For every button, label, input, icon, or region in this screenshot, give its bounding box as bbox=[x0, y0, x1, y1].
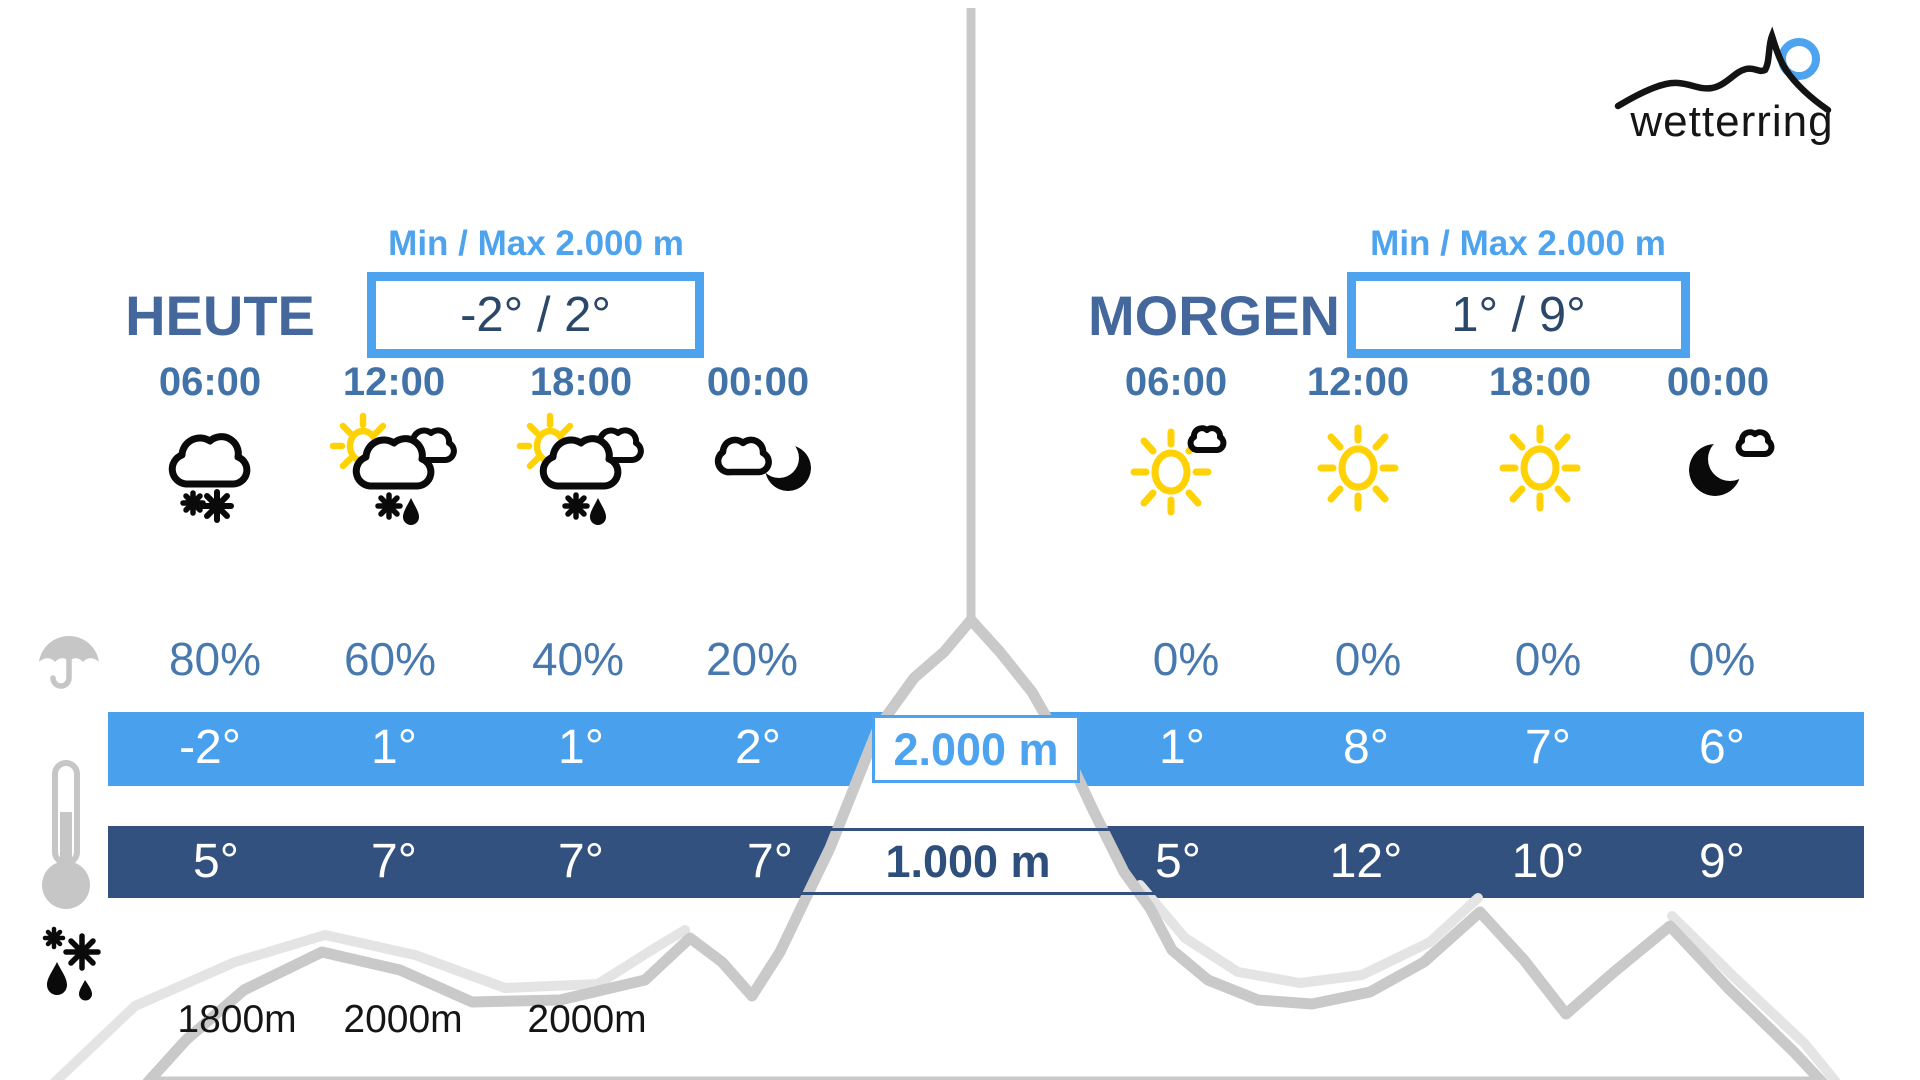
morgen-temp2000-0600: 1° bbox=[1159, 721, 1205, 774]
moon-shape bbox=[765, 445, 811, 491]
heute-precip-0600: 80% bbox=[168, 633, 262, 685]
thermometer-icon bbox=[42, 760, 90, 909]
morgen-time-1200: 12:00 bbox=[1306, 360, 1410, 404]
moon-small-cloud-icon bbox=[1689, 429, 1775, 496]
heute-minmax-value: -2° / 2° bbox=[460, 288, 611, 342]
morgen-temp2000-1800: 7° bbox=[1525, 721, 1571, 774]
heute-temp2000-1200: 1° bbox=[371, 721, 417, 774]
altitude-label-2000m: 2.000 m bbox=[872, 715, 1080, 783]
sun-shape bbox=[1317, 424, 1399, 512]
sun-cloud-sleet-icon bbox=[516, 412, 644, 525]
morgen-time-0600: 06:00 bbox=[1124, 360, 1228, 404]
day-title-morgen: MORGEN bbox=[1088, 284, 1340, 347]
snowflake-large bbox=[200, 489, 234, 523]
heute-temp1000-0000: 7° bbox=[747, 835, 793, 888]
sun-shape bbox=[516, 412, 574, 470]
heute-time-0000: 00:00 bbox=[706, 360, 810, 404]
cloud-shape bbox=[714, 436, 772, 476]
morgen-temp1000-1800: 10° bbox=[1511, 835, 1585, 888]
heute-minmax-label: Min / Max 2.000 m bbox=[388, 224, 684, 263]
morgen-time-1800: 18:00 bbox=[1488, 360, 1592, 404]
heute-temp2000-1800: 1° bbox=[558, 721, 604, 774]
raindrop-large bbox=[47, 962, 67, 995]
snowline-1200: 2000m bbox=[343, 998, 463, 1041]
sun-cloud-sleet-icon bbox=[329, 412, 457, 525]
sun-shape bbox=[1499, 424, 1581, 512]
heute-minmax-box: -2° / 2° bbox=[367, 272, 704, 358]
heute-time-1800: 18:00 bbox=[529, 360, 633, 404]
snowflake-small bbox=[42, 926, 66, 950]
logo-mountain-sketch-icon bbox=[1614, 26, 1832, 114]
brand-name: wetterring bbox=[1630, 97, 1834, 146]
mountain-outline bbox=[142, 614, 1828, 1080]
heute-time-1200: 12:00 bbox=[342, 360, 446, 404]
small-cloud-shape bbox=[1735, 429, 1775, 457]
heute-temp1000-1800: 7° bbox=[558, 835, 604, 888]
umbrella-icon bbox=[39, 636, 99, 689]
snowline-0600: 1800m bbox=[177, 998, 297, 1041]
raindrop-shape bbox=[403, 498, 419, 525]
morgen-temp2000-1200: 8° bbox=[1343, 721, 1389, 774]
small-cloud-shape bbox=[1187, 425, 1227, 453]
raindrop-shape bbox=[590, 498, 606, 525]
heute-precip-1800: 40% bbox=[531, 633, 625, 685]
heute-temp1000-0600: 5° bbox=[193, 835, 239, 888]
heute-time-0600: 06:00 bbox=[158, 360, 262, 404]
heute-temp2000-0000: 2° bbox=[735, 721, 781, 774]
heute-precip-1200: 60% bbox=[343, 633, 437, 685]
foothill-lines bbox=[50, 880, 1841, 1080]
cloud-shape bbox=[168, 433, 251, 488]
morgen-precip-1200: 0% bbox=[1334, 633, 1402, 685]
snowflake-large bbox=[63, 933, 101, 971]
sun-small-cloud-icon bbox=[1130, 425, 1227, 516]
raindrop-small bbox=[79, 980, 92, 1001]
morgen-precip-0600: 0% bbox=[1152, 633, 1220, 685]
morgen-temp1000-0600: 5° bbox=[1155, 835, 1201, 888]
morgen-precip-1800: 0% bbox=[1514, 633, 1582, 685]
heute-temp2000-0600: -2° bbox=[179, 721, 241, 774]
altitude-label-1000m: 1.000 m bbox=[742, 828, 1194, 895]
sun-icon bbox=[1499, 424, 1581, 512]
morgen-minmax-value: 1° / 9° bbox=[1451, 288, 1586, 342]
cloud-moon-icon bbox=[714, 436, 811, 491]
morgen-minmax-label: Min / Max 2.000 m bbox=[1370, 224, 1666, 263]
heute-precip-0000: 20% bbox=[705, 633, 799, 685]
snowflake bbox=[562, 492, 590, 520]
morgen-temp1000-1200: 12° bbox=[1329, 835, 1403, 888]
brand-logo-art bbox=[1614, 26, 1832, 114]
sun-icon bbox=[1317, 424, 1399, 512]
day-title-heute: HEUTE bbox=[125, 284, 315, 347]
moon-shape bbox=[1689, 444, 1741, 496]
cloud-shape bbox=[539, 435, 622, 490]
cloud-shape bbox=[352, 435, 435, 490]
morgen-precip-0000: 0% bbox=[1688, 633, 1756, 685]
snowline-1800: 2000m bbox=[527, 998, 647, 1041]
snow-cloud-icon bbox=[168, 433, 251, 523]
heute-temp1000-1200: 7° bbox=[371, 835, 417, 888]
snowflake bbox=[375, 492, 403, 520]
morgen-minmax-box: 1° / 9° bbox=[1347, 272, 1690, 358]
morgen-temp1000-0000: 9° bbox=[1699, 835, 1745, 888]
snowflake-small bbox=[180, 490, 206, 516]
snow-rain-drops-icon bbox=[42, 926, 101, 1001]
morgen-temp2000-0000: 6° bbox=[1699, 721, 1745, 774]
morgen-time-0000: 00:00 bbox=[1666, 360, 1770, 404]
